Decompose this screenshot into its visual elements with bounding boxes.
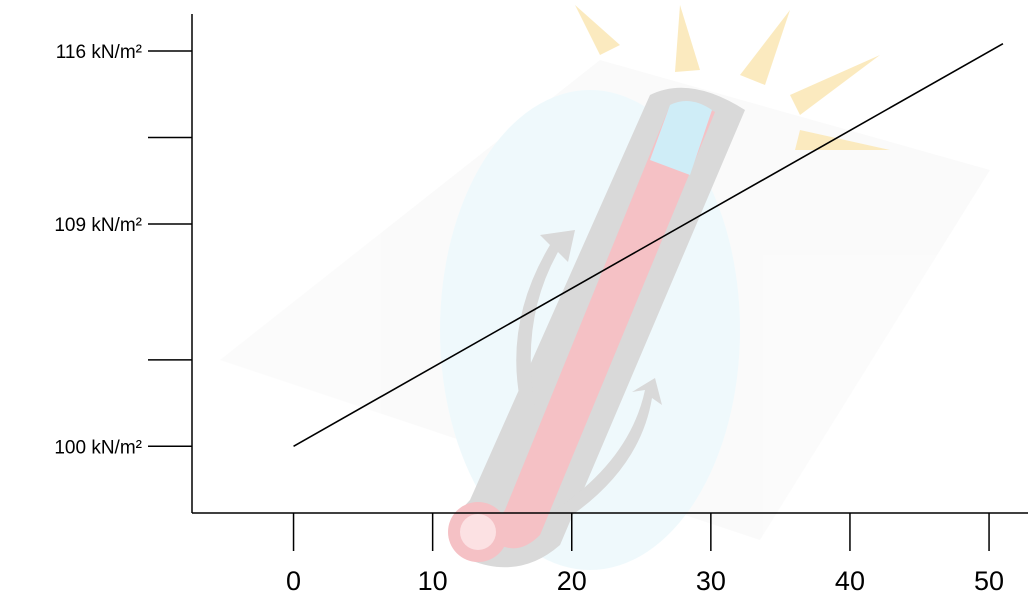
thermometer-background-image [220, 5, 990, 570]
x-tick-label: 10 [418, 566, 448, 596]
x-tick-label: 50 [974, 566, 1004, 596]
sun-rays-icon [575, 5, 890, 150]
x-tick-label: 20 [557, 566, 587, 596]
x-tick-label: 40 [835, 566, 865, 596]
x-tick-label: 0 [286, 566, 301, 596]
y-ticks: 100 kN/m² 109 kN/m² 116 kN/m² [54, 42, 192, 458]
plot-area [293, 42, 1004, 447]
x-tick-label: 30 [696, 566, 726, 596]
thermometer-icon [448, 87, 745, 568]
motion-arrows-icon [516, 230, 662, 520]
y-tick-label: 109 kN/m² [54, 215, 142, 236]
y-tick-label: 100 kN/m² [54, 437, 142, 458]
background-diamond-shape [220, 60, 990, 540]
x-ticks: 0 10 20 30 40 50 [286, 513, 1004, 596]
series-line [293, 42, 1004, 447]
background-glow-shape [440, 90, 740, 570]
y-tick-label: 116 kN/m² [56, 42, 142, 63]
